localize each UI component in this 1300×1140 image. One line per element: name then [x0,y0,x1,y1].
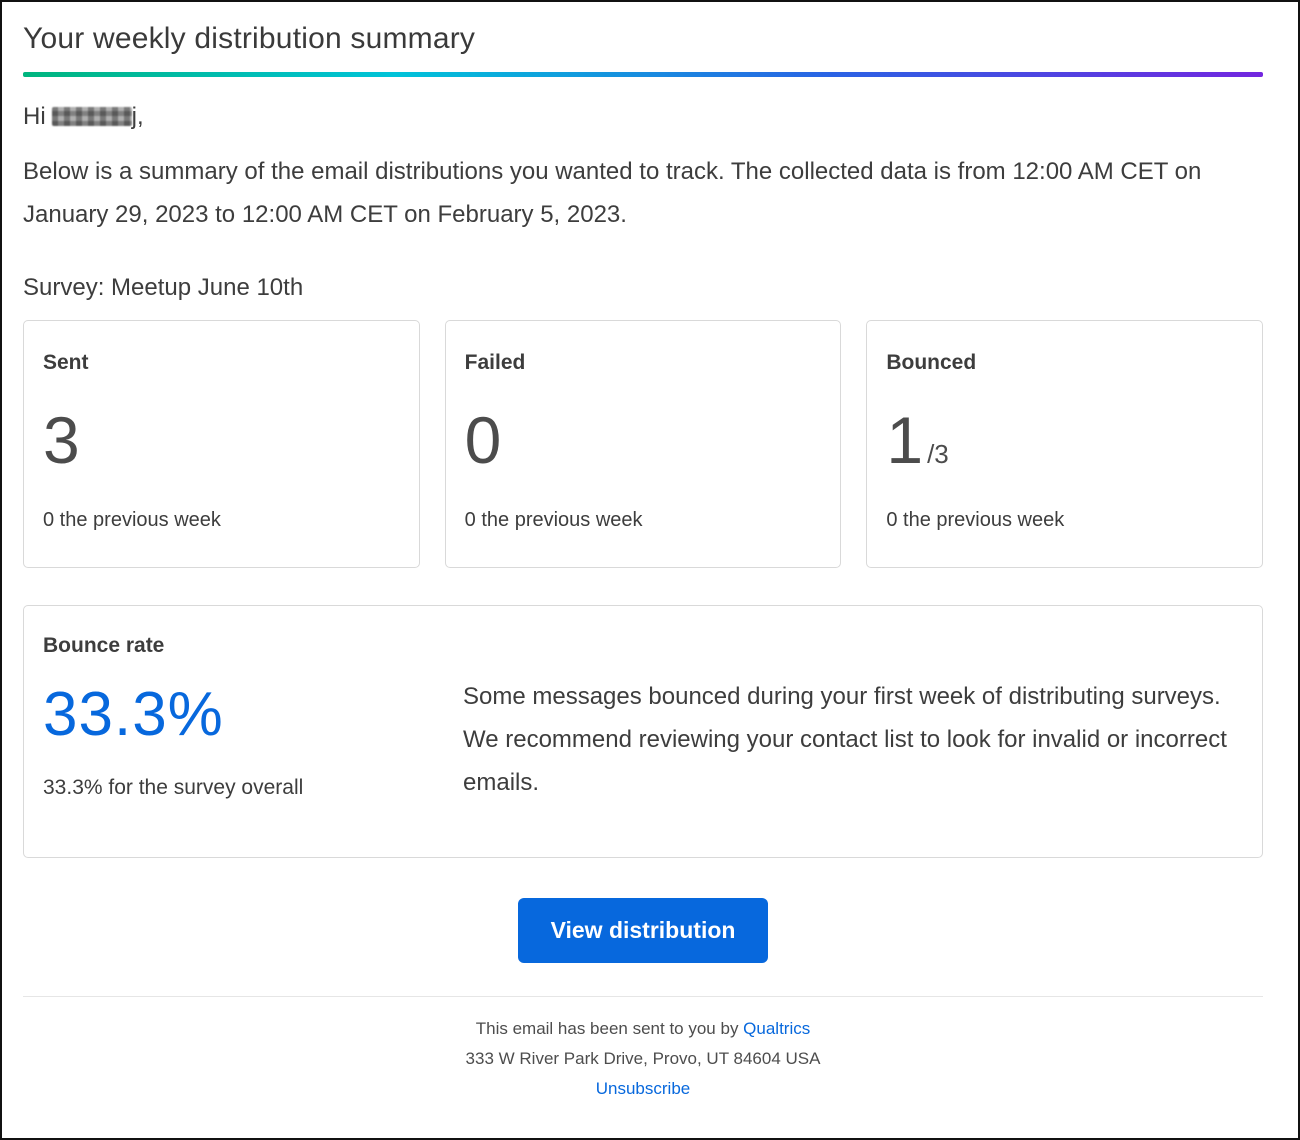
greeting-suffix: j, [131,103,144,130]
stat-value-suffix: /3 [927,439,949,470]
view-distribution-button[interactable]: View distribution [517,898,769,964]
bounce-rate-message: Some messages bounced during your first … [463,683,1227,796]
footer: This email has been sent to you by Qualt… [23,1019,1263,1099]
cta-row: View distribution [23,898,1263,964]
greeting: Hi j, [23,103,1263,131]
stat-value-sent: 3 [43,407,400,473]
survey-title: Survey: Meetup June 10th [23,274,304,302]
stat-value-failed: 0 [465,407,822,473]
qualtrics-link[interactable]: Qualtrics [743,1019,811,1039]
unsubscribe-link[interactable]: Unsubscribe [595,1079,691,1099]
stat-card-sent: Sent 3 0 the previous week [23,320,420,569]
stat-card-failed: Failed 0 0 the previous week [444,320,842,569]
address-line: 333 W River Park Drive, Provo, UT 84604 … [465,1049,821,1069]
bounce-rate-label: Bounce rate [43,634,165,658]
intro-text: Below is a summary of the email distribu… [23,158,1202,228]
bounce-rate-summary: Bounce rate 33.3% 33.3% for the survey o… [43,634,463,829]
stat-subtext-failed: 0 the previous week [464,509,643,532]
stat-label-bounced: Bounced [886,351,977,375]
unsubscribe-line: Unsubscribe [23,1079,1263,1099]
stat-subtext-bounced: 0 the previous week [886,509,1065,532]
sent-by-text: This email has been sent to you by [475,1019,739,1039]
redacted-name [51,107,132,126]
greeting-prefix: Hi [23,103,46,130]
stat-label-failed: Failed [464,351,526,375]
brand-gradient-bar [23,72,1263,77]
bounce-rate-subtext: 33.3% for the survey overall [43,776,304,800]
footer-divider [23,996,1263,998]
page-title: Your weekly distribution summary [23,22,476,55]
stat-card-bounced: Bounced 1/3 0 the previous week [866,320,1264,569]
stat-label-sent: Sent [43,351,89,375]
stat-value-number: 0 [464,403,502,478]
stat-value-number: 1 [886,403,924,478]
sent-by-line: This email has been sent to you by Qualt… [23,1019,1263,1039]
stat-value-number: 3 [43,403,80,478]
bounce-rate-card: Bounce rate 33.3% 33.3% for the survey o… [23,605,1263,859]
stats-row: Sent 3 0 the previous week Failed 0 0 th… [23,320,1264,569]
stat-subtext-sent: 0 the previous week [43,509,221,532]
stat-value-bounced: 1/3 [886,407,1243,473]
bounce-rate-value: 33.3% [43,680,224,750]
